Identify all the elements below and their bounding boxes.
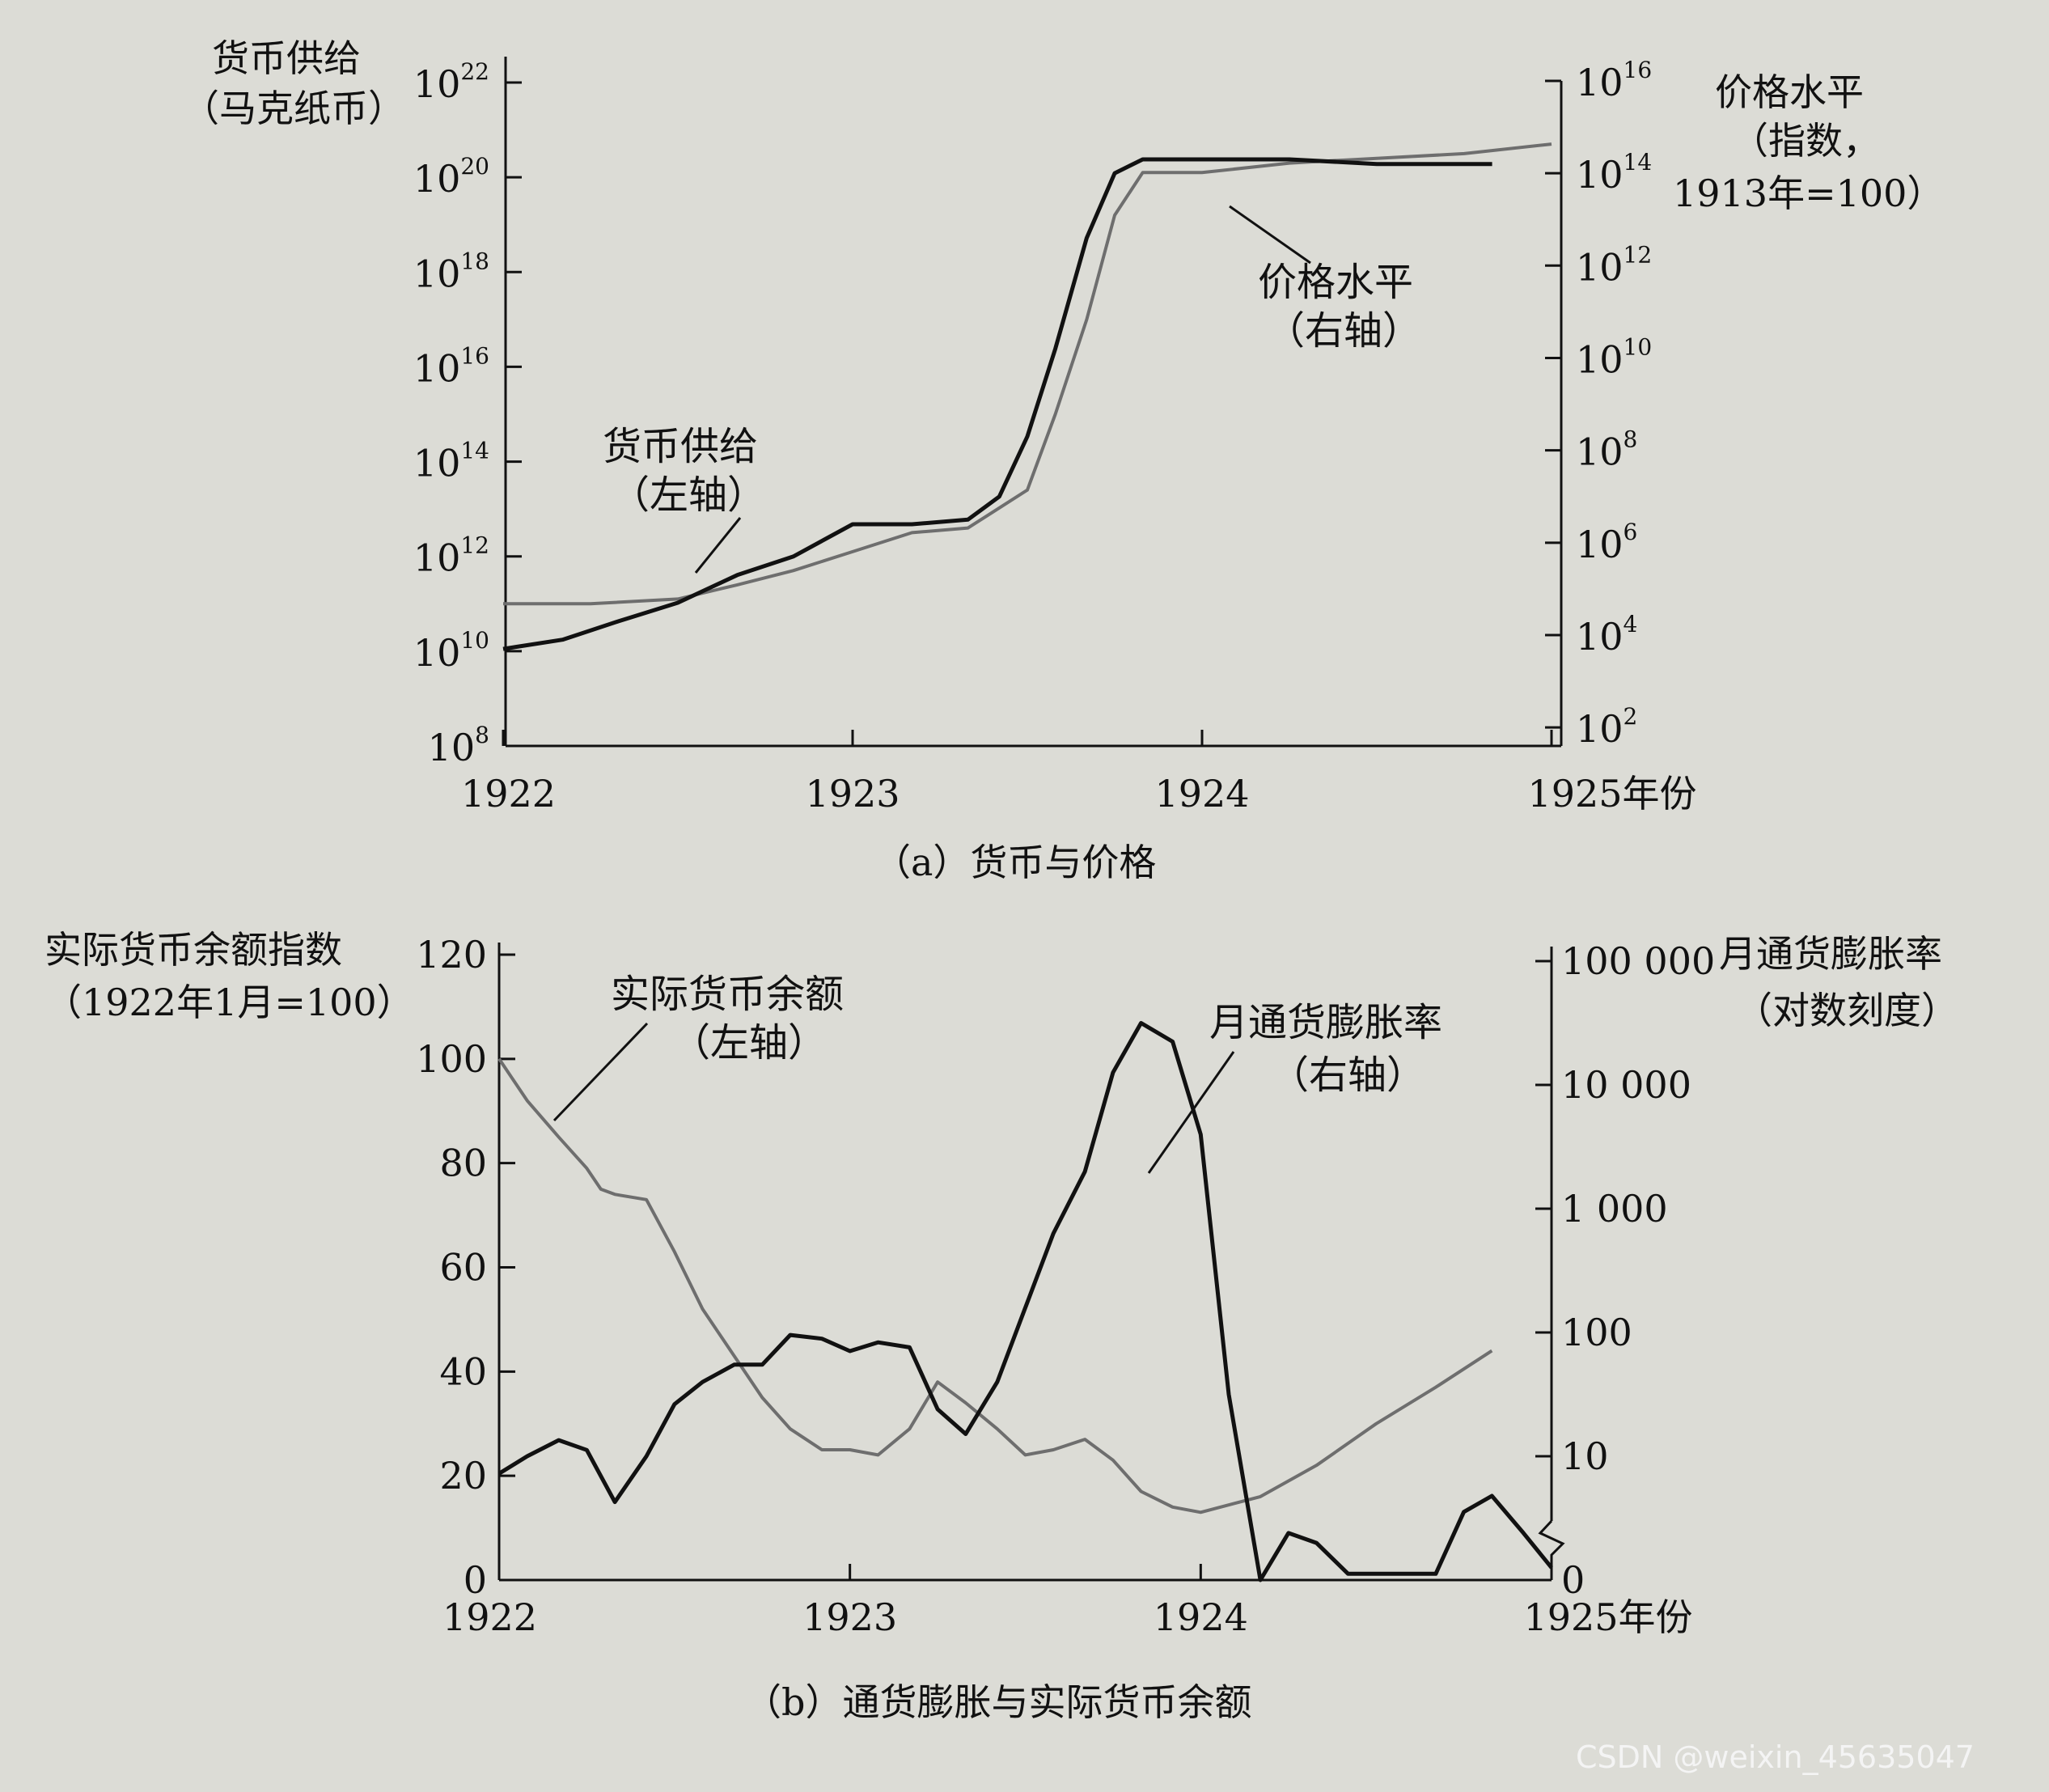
chart-a-right-tick-label: 104 xyxy=(1576,611,1637,659)
chart-a-price-label-1: 价格水平 xyxy=(1258,260,1413,305)
chart-b-infl-leader-line xyxy=(1147,1051,1235,1174)
chart-a-price-label-2: （右轴） xyxy=(1266,308,1421,354)
chart-b-caption: （b）通货膨胀与实际货币余额 xyxy=(744,1680,1251,1724)
chart-a-left-axis-title-line1: 货币供给 xyxy=(212,36,361,80)
chart-a-right-tick-label: 102 xyxy=(1576,703,1637,751)
chart-a-caption: （a）货币与价格 xyxy=(874,841,1156,884)
chart-a-left-tick-label: 1012 xyxy=(413,532,489,580)
chart-a-left-tick-label: 1016 xyxy=(413,342,489,390)
chart-a-money-label-2: （左轴） xyxy=(611,472,766,518)
watermark: CSDN @weixin_45635047 xyxy=(1576,1739,1975,1775)
chart-b-left-tick-label: 100 xyxy=(416,1037,487,1081)
chart-b-real-money-line xyxy=(497,1057,1493,1515)
chart-a-x-tick-label: 1924 xyxy=(1154,772,1249,816)
chart-b-right-axis-title-line1: 月通货膨胀率 xyxy=(1719,932,1942,976)
chart-b-x-tick-label: 1922 xyxy=(442,1595,537,1639)
chart-a-right-axis-title-line2: （指数， xyxy=(1731,119,1880,163)
chart-b-right-axis-break xyxy=(1538,1519,1565,1580)
chart-b-right-tick-label: 10 000 xyxy=(1561,1063,1691,1107)
chart-b-left-tick-label: 40 xyxy=(439,1349,487,1393)
chart-a-money-leader-line xyxy=(694,517,742,574)
chart-b-left-tick-label: 120 xyxy=(416,933,487,976)
chart-a-money-label-1: 货币供给 xyxy=(603,424,758,469)
chart-a-series xyxy=(502,142,1552,651)
chart-b-right-tick-label: 100 xyxy=(1561,1311,1632,1354)
chart-b-left-tick-label: 60 xyxy=(439,1246,487,1290)
chart-a-right-tick-label: 106 xyxy=(1576,519,1637,566)
chart-b-right-tick-label: 0 xyxy=(1561,1558,1585,1602)
chart-b-left-axis: 0 20 40 60 80 100 120 xyxy=(416,933,515,1602)
chart-a-right-axis: 102 104 106 108 1010 1012 1014 1016 xyxy=(1545,57,1652,751)
chart-a-right-tick-label: 1014 xyxy=(1576,149,1652,197)
chart-b-infl-label-1: 月通货膨胀率 xyxy=(1209,1000,1442,1045)
chart-a-left-tick-label: 1014 xyxy=(413,438,489,485)
chart-b-x-tick-label: 1923 xyxy=(802,1595,897,1639)
chart-a-money-supply-line xyxy=(503,142,1552,606)
chart-a-left-tick-label: 1022 xyxy=(413,58,489,106)
chart-b-x-axis: 1922 1923 1924 1925年份 xyxy=(442,1564,1693,1639)
chart-a-price-level-line xyxy=(502,157,1492,651)
chart-b-left-tick-label: 80 xyxy=(439,1142,487,1185)
chart-b-real-leader-line xyxy=(552,1022,649,1122)
chart-a-right-tick-label: 1016 xyxy=(1576,57,1652,104)
chart-a-right-tick-label: 108 xyxy=(1576,426,1637,474)
chart-a-left-tick-label: 108 xyxy=(428,722,489,769)
chart-b-right-axis: 0 10 100 1 000 10 000 100 000 xyxy=(1535,939,1715,1602)
chart-b-right-tick-label: 10 xyxy=(1561,1434,1609,1478)
chart-a-left-axis: 108 1010 1012 1014 1016 1018 1020 1022 xyxy=(413,57,522,769)
chart-a-x-tick-label: 1923 xyxy=(805,772,900,816)
chart-b-left-axis-title-line1: 实际货币余额指数 xyxy=(44,928,342,972)
chart-a: 货币供给 （马克纸币） 价格水平 （指数， 1913年=100） 108 1010… xyxy=(182,36,1944,884)
chart-b-right-tick-label: 100 000 xyxy=(1561,939,1715,983)
chart-a-price-leader-line xyxy=(1229,205,1311,265)
chart-b-left-tick-label: 20 xyxy=(439,1454,487,1498)
chart-b-left-axis-title-line2: （1922年1月=100） xyxy=(44,981,414,1024)
chart-a-left-tick-label: 1020 xyxy=(413,153,489,201)
chart-a-left-tick-label: 1018 xyxy=(413,248,489,295)
chart-b-inflation-line xyxy=(497,1021,1553,1582)
chart-b-right-axis-title-line2: （对数刻度） xyxy=(1735,989,1958,1032)
chart-a-right-tick-label: 1010 xyxy=(1576,333,1652,381)
chart-a-x-axis: 1922 1923 1924 1925年份 xyxy=(461,730,1697,816)
chart-a-left-tick-label: 1010 xyxy=(413,627,489,675)
chart-a-left-axis-title-line2: （马克纸币） xyxy=(182,87,405,130)
chart-a-right-axis-title-line3: 1913年=100） xyxy=(1673,172,1944,215)
chart-b-left-tick-label: 0 xyxy=(464,1558,487,1602)
chart-b-real-label-1: 实际货币余额 xyxy=(611,972,844,1017)
chart-a-right-axis-title-line1: 价格水平 xyxy=(1715,70,1864,114)
chart-a-right-tick-label: 1012 xyxy=(1576,241,1652,289)
chart-b: 实际货币余额指数 （1922年1月=100） 月通货膨胀率 （对数刻度） 0 20… xyxy=(44,928,1958,1724)
chart-b-x-tick-label: 1924 xyxy=(1154,1595,1248,1639)
chart-b-series xyxy=(497,1021,1553,1582)
chart-a-x-tick-label: 1925年份 xyxy=(1527,772,1696,816)
chart-b-x-tick-label: 1925年份 xyxy=(1523,1595,1692,1639)
chart-b-infl-label-2: （右轴） xyxy=(1270,1053,1425,1098)
chart-b-real-label-2: （左轴） xyxy=(671,1020,827,1065)
chart-b-right-tick-label: 1 000 xyxy=(1561,1187,1668,1231)
chart-a-x-tick-label: 1922 xyxy=(461,772,556,816)
